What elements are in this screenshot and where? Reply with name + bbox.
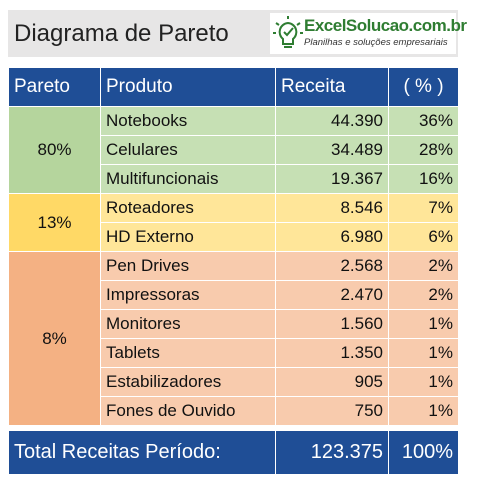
pareto-cell: 80% (8, 106, 101, 194)
logo: ExcelSolucao.com.br Planilhas e soluções… (270, 13, 467, 54)
product-cell: Notebooks (100, 106, 276, 136)
revenue-cell: 2.470 (275, 280, 389, 310)
product-cell: HD Externo (100, 222, 276, 252)
total-row: Total Receitas Período: 123.375 100% (8, 430, 459, 475)
column-header: Produto (100, 67, 276, 107)
data-row: Tablets 1.350 1% (9, 338, 459, 368)
product-cell: Estabilizadores (100, 367, 276, 397)
header-row: Pareto Produto Receita( % ) (8, 67, 459, 107)
product-cell: Pen Drives (100, 251, 276, 281)
revenue-cell: 1.350 (275, 338, 389, 368)
percent-cell: 16% (388, 164, 459, 194)
percent-cell: 28% (388, 135, 459, 165)
pareto-table: Pareto Produto Receita( % ) 80% Notebooks 44.… (8, 67, 459, 475)
percent-cell: 7% (388, 193, 459, 223)
revenue-cell: 6.980 (275, 222, 389, 252)
data-row: HD Externo 6.980 6% (9, 222, 459, 252)
percent-cell: 2% (388, 251, 459, 281)
data-row: Monitores 1.560 1% (9, 309, 459, 339)
data-row: 80% Notebooks 44.390 36% (8, 106, 459, 194)
percent-cell: 1% (388, 309, 459, 339)
product-cell: Monitores (100, 309, 276, 339)
logo-tagline: Planilhas e soluções empresariais (304, 37, 448, 48)
data-row: Celulares 34.489 28% (9, 135, 459, 165)
total-label: Total Receitas Período: (8, 430, 276, 475)
revenue-cell: 905 (275, 367, 389, 397)
title: Diagrama de Pareto (14, 20, 229, 47)
revenue-cell: 19.367 (275, 164, 389, 194)
product-cell: Fones de Ouvido (100, 396, 276, 426)
separator-cell (8, 425, 459, 431)
pareto-cell: 8% (8, 251, 101, 426)
logo-name: ExcelSolucao.com.br (304, 16, 467, 35)
column-header: Receita (275, 67, 389, 107)
revenue-cell: 2.568 (275, 251, 389, 281)
percent-cell: 1% (388, 396, 459, 426)
product-cell: Tablets (100, 338, 276, 368)
percent-cell: 1% (388, 367, 459, 397)
percent-cell: 2% (388, 280, 459, 310)
pareto-cell: 13% (8, 193, 101, 252)
revenue-cell: 1.560 (275, 309, 389, 339)
separator (8, 425, 459, 431)
title-bar: Diagrama de Pareto ExcelSolucao.com.br P… (8, 10, 467, 57)
logo-icon (273, 16, 303, 48)
percent-cell: 6% (388, 222, 459, 252)
total-revenue: 123.375 (275, 430, 389, 475)
total-percent: 100% (388, 430, 459, 475)
column-header: Pareto (8, 67, 101, 107)
product-cell: Multifuncionais (100, 164, 276, 194)
data-row: Fones de Ouvido 750 1% (9, 396, 459, 426)
column-header: ( % ) (388, 67, 459, 107)
data-row: 8% Pen Drives 2.568 2% (8, 251, 459, 426)
product-cell: Impressoras (100, 280, 276, 310)
product-cell: Celulares (100, 135, 276, 165)
revenue-cell: 44.390 (275, 106, 389, 136)
percent-cell: 1% (388, 338, 459, 368)
data-row: Multifuncionais 19.367 16% (9, 164, 459, 194)
revenue-cell: 34.489 (275, 135, 389, 165)
product-cell: Roteadores (100, 193, 276, 223)
data-row: Impressoras 2.470 2% (9, 280, 459, 310)
revenue-cell: 750 (275, 396, 389, 426)
percent-cell: 36% (388, 106, 459, 136)
data-row: 13% Roteadores 8.546 7% (8, 193, 459, 252)
data-row: Estabilizadores 905 1% (9, 367, 459, 397)
revenue-cell: 8.546 (275, 193, 389, 223)
